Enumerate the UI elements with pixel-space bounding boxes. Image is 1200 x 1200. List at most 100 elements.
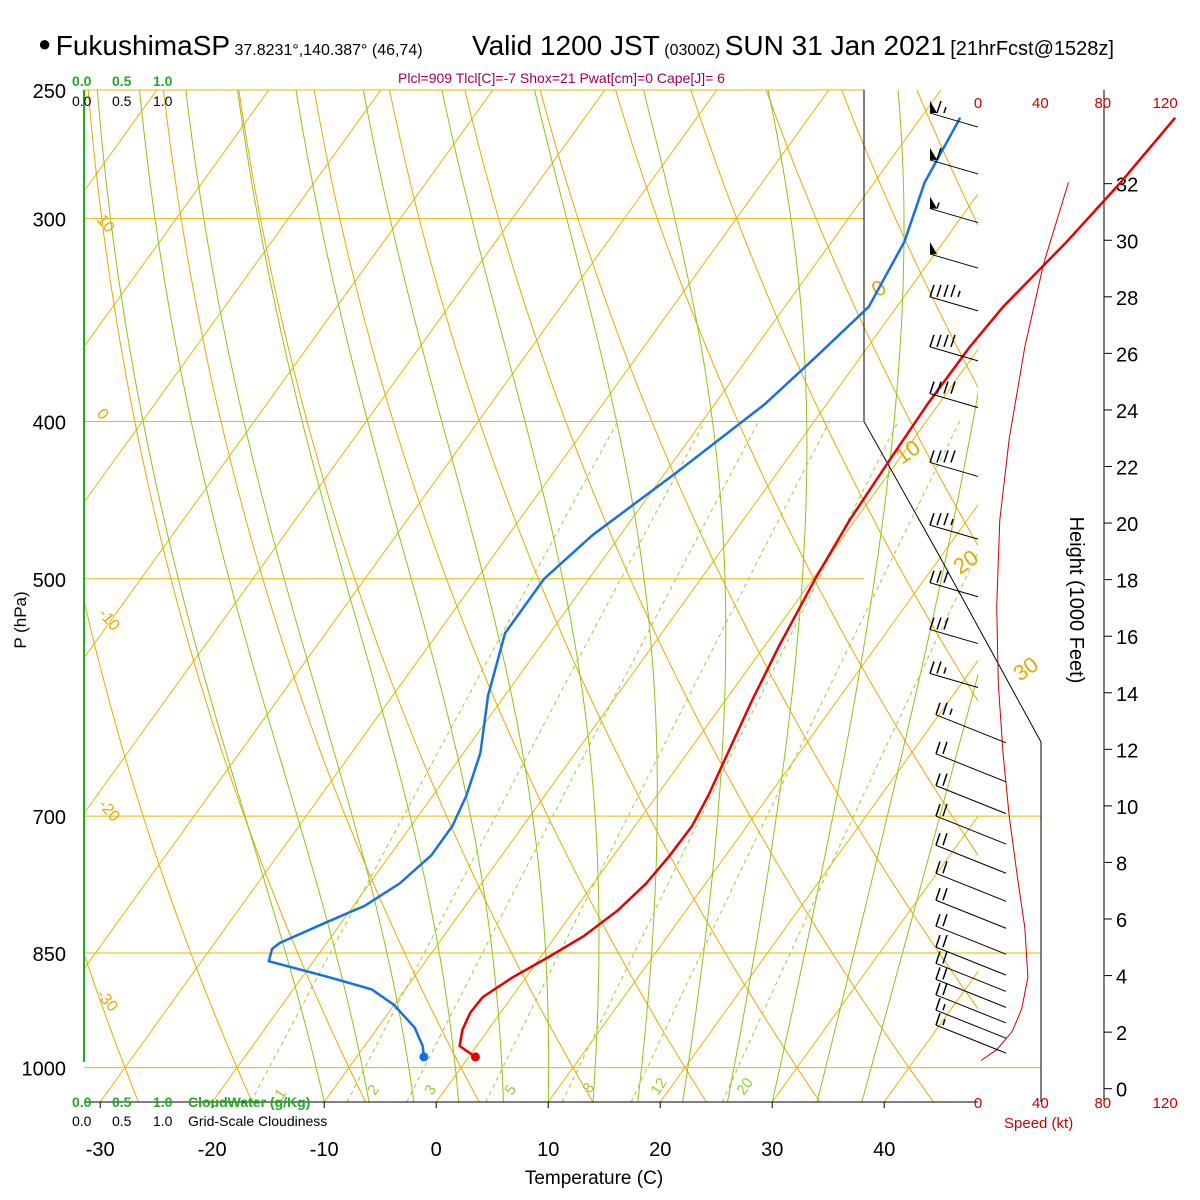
wind-barb-staff [935,872,1007,902]
height-tick-label: 14 [1116,684,1138,706]
cloudiness-tick-bottom: 0.0 [72,1113,92,1129]
mixing-ratio-line [561,421,899,1102]
wind-barb [929,450,979,477]
station-coords: 37.8231°,140.387° (46,74) [234,42,423,59]
date-label: SUN 31 Jan 2021 [724,30,946,61]
moist-adiabat-line [237,90,460,1102]
wind-barb-staff [935,994,1007,1024]
wind-barb-flag [942,982,948,996]
temperature-tick-label: -30 [86,1139,115,1161]
wind-barb-staff [935,962,1007,992]
height-tick-label: 24 [1116,401,1138,423]
wind-barb-half-flag [942,1003,946,1011]
wind-barb-flag [929,512,935,526]
wind-barb-flag [936,147,942,161]
moist-adiabat-line [185,90,415,1102]
dry-adiabat-line [163,90,480,1102]
station-name: FukushimaSP [55,30,231,61]
speed-tick-label-bottom: 0 [974,1095,982,1112]
dry-adiabat-line [389,90,821,1102]
temperature-tick-label: 30 [761,1139,783,1161]
wind-barb-staff [935,753,1007,783]
wind-barb-pennant [930,147,937,160]
wind-barb-flag [935,982,941,996]
wind-barb-flag [943,334,949,348]
wind-barb [929,284,979,312]
height-tick-label: 4 [1116,967,1127,989]
dry-adiabat-label: 10 [93,212,118,237]
wind-barb-flag [935,833,941,846]
dry-adiabat-line [615,90,978,857]
wind-barb-flag [942,861,948,874]
mixing-ratio-line [406,421,759,1102]
cloudwater-tick-bottom: 0.5 [112,1094,132,1110]
height-tick-label: 26 [1116,344,1138,366]
x-axis-title: Temperature (C) [525,1168,663,1189]
temperature-tick-label: 40 [873,1139,895,1161]
wind-barb-flag [935,934,941,948]
wind-barb-staff [929,461,979,477]
wind-barb-flag [943,570,949,583]
cloudwater-title: CloudWater (g/Kg) [188,1094,310,1110]
mixing-ratio-line [250,421,619,1102]
wind-barb [929,381,979,409]
isotherm-line [771,815,978,1102]
wind-barb-flag [942,887,948,901]
moist-adiabat-label: 20 [949,545,983,580]
moist-adiabat-line [362,90,550,1102]
isotherm-line [84,90,382,504]
valid-label: Valid 1200 JST [472,30,660,61]
dry-adiabat-line [238,90,594,1102]
temperature-tick-label: -20 [198,1139,227,1161]
wind-barb-flag [943,450,949,463]
wind-barb [935,833,1007,874]
dry-adiabat-line [992,90,1200,1102]
wind-barb-staff [935,1009,1007,1039]
pressure-tick-label: 700 [33,807,66,829]
wind-barb-flag [935,887,941,901]
wind-barb-flag [935,773,941,786]
mixing-ratio-label: 5 [501,1082,520,1099]
wind-barb-flag [950,381,956,394]
wind-barb-staff [929,296,979,312]
wind-barb-half-flag [943,106,947,114]
cloudiness-tick-top: 0.5 [112,93,132,109]
wind-barb [929,512,979,540]
wind-barb-flag [936,100,942,114]
dry-adiabat-line [84,951,139,1102]
temperature-tick-label: -10 [310,1139,339,1161]
mixing-ratio-label: 20 [733,1075,756,1098]
y-axis-title: P (hPa) [11,591,30,648]
wind-barb-staff [929,112,979,128]
wind-barb-flag [942,934,948,948]
wind-barb-flag [929,334,935,348]
wind-panel-outline [863,421,1042,1102]
height-tick-label: 10 [1116,797,1138,819]
temperature-tick-label: 0 [431,1139,442,1161]
speed-tick-label-bottom: 80 [1094,1095,1111,1112]
mixing-ratio-line [721,551,978,1102]
wind-barb-flag [935,967,941,980]
wind-barb-half-flag [936,202,940,209]
mixing-ratio-line [630,421,961,1102]
speed-tick-label-top: 80 [1094,95,1111,112]
dry-adiabat-line [916,90,978,227]
isotherm-line [84,90,270,348]
dry-adiabat-line [84,598,253,1102]
wind-barb-flag [936,617,942,630]
wind-barb-flag [942,833,948,846]
wind-barb-flag [942,702,948,716]
wind-speed-line [980,182,1069,1061]
height-tick-label: 12 [1116,740,1138,762]
stability-indices: Plcl=909 Tlcl[C]=-7 Shox=21 Pwat[cm]=0 C… [398,70,725,86]
height-tick-label: 2 [1116,1023,1127,1045]
pressure-tick-label: 300 [33,210,66,232]
height-tick-label: 22 [1116,458,1138,480]
wind-barb-flag [943,617,949,630]
wind-barb-flag [950,450,956,463]
height-tick-label: 16 [1116,627,1138,649]
moist-adiabat-line [295,90,504,1102]
dry-adiabat-line [87,90,367,1102]
moist-adiabat-line [96,90,325,1102]
mixing-ratio-label: 3 [421,1082,440,1099]
